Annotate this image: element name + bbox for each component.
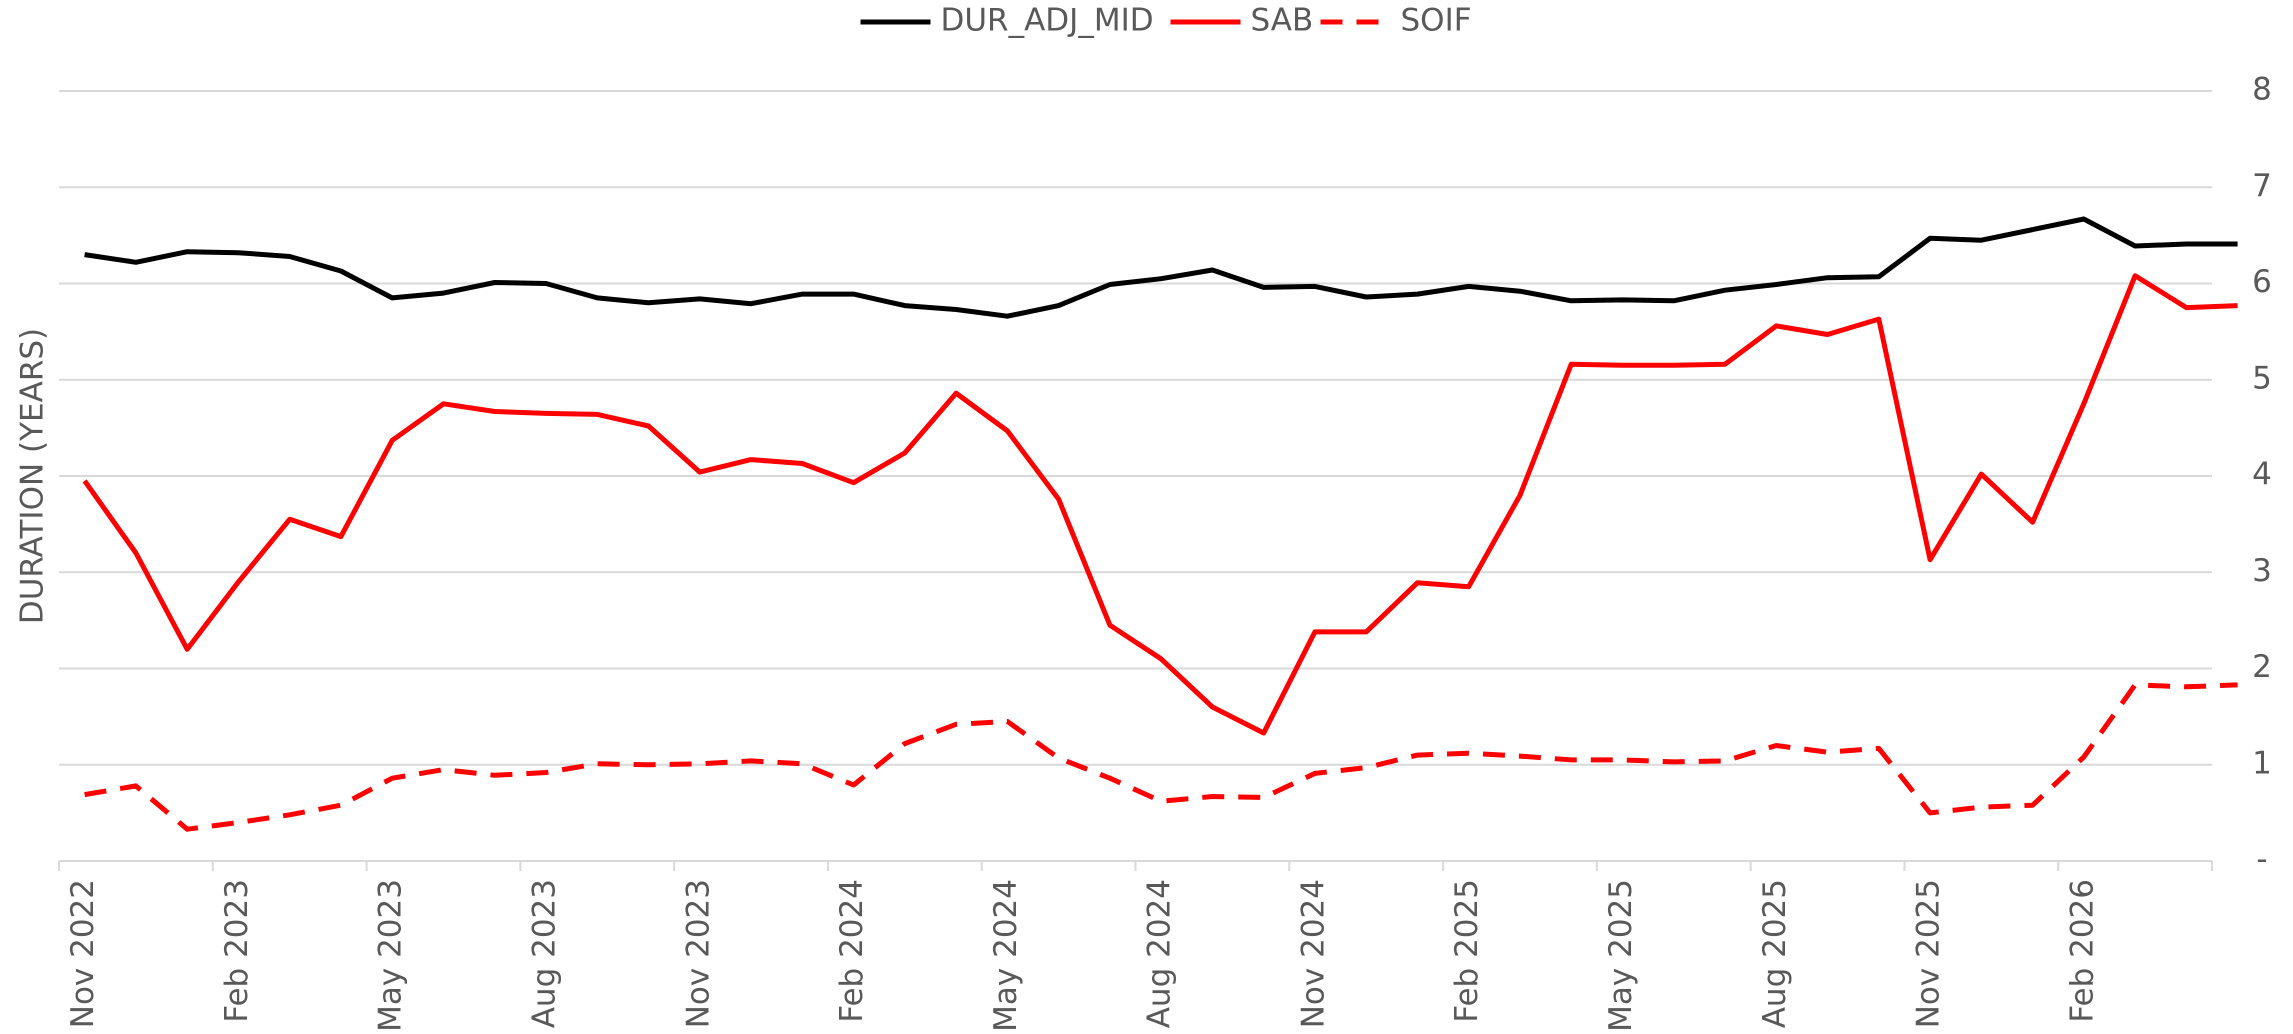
x-tick-label: Aug 2024 <box>1142 879 1178 1028</box>
y-tick-label: 4 <box>2252 457 2272 493</box>
x-tick-label: Aug 2023 <box>526 879 562 1028</box>
y-axis-label: DURATION (YEARS) <box>15 328 51 624</box>
x-tick-label: Aug 2025 <box>1757 879 1793 1028</box>
y-tick-label: 6 <box>2252 264 2272 300</box>
x-tick-label: Feb 2024 <box>834 879 870 1023</box>
x-tick-label: May 2023 <box>373 879 409 1032</box>
legend-label: SAB <box>1251 3 1314 39</box>
y-tick-label: - <box>2256 842 2267 878</box>
line-series <box>84 216 2238 319</box>
x-tick-label: Nov 2023 <box>680 879 716 1028</box>
line-series <box>84 682 2238 832</box>
y-tick-label: 2 <box>2252 649 2272 685</box>
x-tick-label: May 2024 <box>988 879 1024 1032</box>
y-tick-label: 8 <box>2252 72 2272 108</box>
y-tick-label: 7 <box>2252 168 2272 204</box>
x-tick-label: May 2025 <box>1603 879 1639 1032</box>
x-tick-label: Nov 2022 <box>65 879 101 1028</box>
y-tick-label: 5 <box>2252 360 2272 396</box>
x-tick-label: Feb 2025 <box>1449 879 1485 1023</box>
x-tick-label: Nov 2024 <box>1295 879 1331 1028</box>
x-tick-label: Feb 2026 <box>2064 879 2100 1023</box>
x-tick-label: Feb 2023 <box>219 879 255 1023</box>
line-series <box>82 273 2238 736</box>
legend-label: DUR_ADJ_MID <box>941 3 1154 39</box>
legend-label: SOIF <box>1401 3 1472 39</box>
legend: DUR_ADJ_MID SAB SOIF <box>860 3 1472 39</box>
y-tick-label: 1 <box>2252 745 2272 781</box>
x-tick-label: Nov 2025 <box>1911 879 1947 1028</box>
y-tick-label: 3 <box>2252 553 2272 589</box>
